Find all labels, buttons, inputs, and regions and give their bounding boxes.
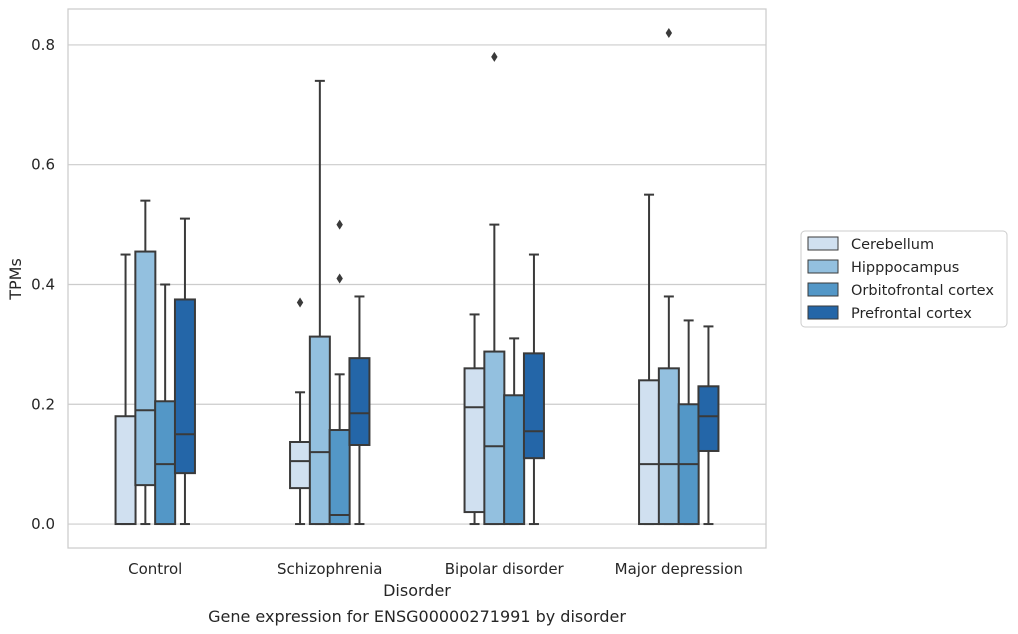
box <box>134 199 157 526</box>
series-prefrontal-cortex <box>173 217 720 526</box>
series-orbitofrontal-cortex <box>154 219 700 526</box>
box-iqr <box>154 400 177 526</box>
outlier-point <box>336 219 343 230</box>
box <box>677 319 700 526</box>
legend-item: Prefrontal cortex <box>807 305 972 322</box>
box-iqr <box>657 367 680 526</box>
x-tick-label: Bipolar disorder <box>445 560 565 578</box>
chart-caption: Gene expression for ENSG00000271991 by d… <box>208 607 626 626</box>
legend-swatch <box>807 259 839 274</box>
outlier-point <box>296 297 304 308</box>
legend-item: Cerebellum <box>807 236 934 253</box>
box-iqr <box>503 394 526 526</box>
box <box>173 217 196 526</box>
plot-frame <box>67 8 767 549</box>
legend-swatch <box>807 236 839 251</box>
box-iqr <box>463 367 486 514</box>
box-iqr <box>522 352 545 460</box>
box <box>697 325 720 526</box>
legend-swatch <box>807 305 839 320</box>
box <box>154 283 177 526</box>
outlier-point <box>665 27 673 38</box>
y-axis-title: TPMs <box>6 258 25 301</box>
y-tick-label: 0.0 <box>31 515 55 533</box>
box-iqr <box>289 440 312 490</box>
x-tick-label: Control <box>128 560 182 578</box>
x-tick-label: Schizophrenia <box>277 560 382 578</box>
box <box>289 297 312 526</box>
y-tick-label: 0.2 <box>31 395 55 413</box>
box-iqr <box>483 350 506 526</box>
box <box>114 253 137 526</box>
outlier-point <box>336 273 343 284</box>
y-tick-label: 0.4 <box>31 275 55 293</box>
legend-frame <box>800 230 1008 328</box>
box <box>328 219 351 526</box>
box <box>503 337 526 526</box>
legend-swatch <box>807 282 839 297</box>
box-iqr <box>348 357 371 446</box>
box <box>348 295 371 526</box>
box <box>657 27 680 526</box>
y-tick-label: 0.8 <box>31 36 55 54</box>
series-hipppocampus <box>134 27 680 526</box>
series-cerebellum <box>114 193 661 526</box>
x-axis-title: Disorder <box>383 581 451 600</box>
box <box>463 313 486 526</box>
legend-label: Cerebellum <box>851 237 934 253</box>
box-series <box>114 27 720 526</box>
legend-item: Orbitofrontal cortex <box>807 282 994 299</box>
box-iqr <box>308 335 331 526</box>
y-axis-ticks: 0.0 0.2 0.4 0.6 0.8 <box>31 36 55 533</box>
x-tick-label: Major depression <box>615 560 743 578</box>
legend-label: Orbitofrontal cortex <box>851 283 994 299</box>
box <box>483 51 506 526</box>
x-axis-ticks: Control Schizophrenia Bipolar disorder Majo… <box>128 560 743 578</box>
legend-label: Hipppocampus <box>851 260 959 276</box>
box-iqr <box>173 298 196 475</box>
box <box>638 193 661 526</box>
box-iqr <box>134 250 157 487</box>
box <box>522 253 545 526</box>
box <box>308 79 331 526</box>
box-iqr <box>638 379 661 526</box>
box-iqr <box>697 385 720 452</box>
legend-item: Hipppocampus <box>807 259 959 276</box>
y-tick-label: 0.6 <box>31 156 55 174</box>
legend-label: Prefrontal cortex <box>851 306 972 322</box>
outlier-point <box>491 51 498 62</box>
box-iqr <box>328 429 351 526</box>
legend: Cerebellum Hipppocampus Orbitofrontal cort… <box>800 230 1008 328</box>
box-iqr <box>114 415 137 526</box>
